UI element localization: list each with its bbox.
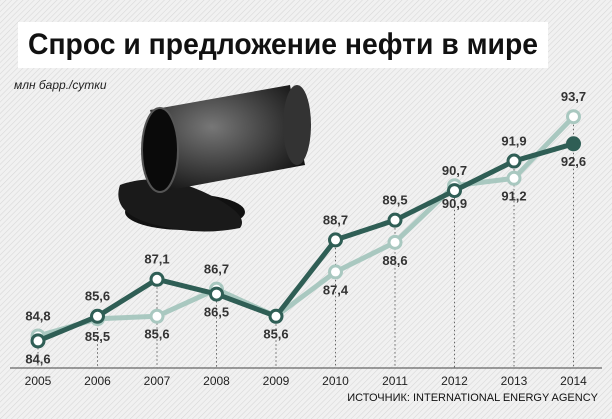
point [149, 271, 165, 287]
value-label: 85,6 [85, 289, 110, 304]
series-line [37, 114, 576, 339]
value-label: 84,6 [25, 351, 50, 366]
point [90, 308, 105, 324]
value-label: 88,7 [323, 212, 348, 227]
x-tick-label: 2012 [441, 374, 468, 388]
x-tick-label: 2007 [144, 374, 171, 388]
point [566, 136, 581, 152]
point [30, 333, 46, 349]
value-label: 93,7 [561, 89, 586, 104]
source: ИСТОЧНИК: INTERNATIONAL ENERGY AGENCY [347, 392, 598, 404]
unit-label: млн барр./сутки [14, 78, 107, 92]
value-label: 91,9 [501, 133, 526, 148]
series-line [37, 141, 575, 344]
x-tick-label: 2008 [203, 374, 230, 388]
point [447, 183, 462, 199]
value-label: 85,6 [144, 327, 169, 342]
chart-title: Спрос и предложение нефти в мире [28, 28, 538, 61]
point [328, 264, 343, 280]
value-label: 84,8 [25, 308, 50, 323]
x-tick-label: 2010 [322, 374, 349, 388]
value-label: 92,6 [561, 154, 586, 169]
point [506, 170, 522, 186]
value-label: 86,5 [204, 305, 229, 320]
value-label: 90,7 [442, 163, 467, 178]
value-label: 86,7 [204, 262, 229, 277]
value-label: 85,5 [85, 329, 110, 344]
x-tick-label: 2005 [25, 374, 52, 388]
x-tick-label: 2013 [501, 374, 528, 388]
value-label: 88,6 [382, 253, 407, 268]
point [506, 153, 522, 169]
value-label: 89,5 [382, 193, 407, 208]
point [387, 212, 403, 228]
value-label: 85,6 [263, 327, 288, 342]
value-label: 91,2 [501, 189, 526, 204]
value-label: 87,1 [144, 252, 169, 267]
point [387, 234, 403, 250]
x-tick-label: 2011 [382, 374, 408, 388]
x-tick-label: 2009 [263, 374, 290, 388]
value-label: 90,9 [442, 196, 467, 211]
barrel-illustration [118, 85, 311, 232]
value-label: 87,4 [323, 282, 349, 297]
point [149, 308, 165, 324]
point [209, 286, 224, 302]
x-tick-label: 2006 [84, 374, 111, 388]
point [566, 109, 581, 125]
point [268, 308, 284, 324]
point [328, 232, 343, 248]
title-box [18, 22, 548, 68]
x-tick-label: 2014 [560, 374, 587, 388]
